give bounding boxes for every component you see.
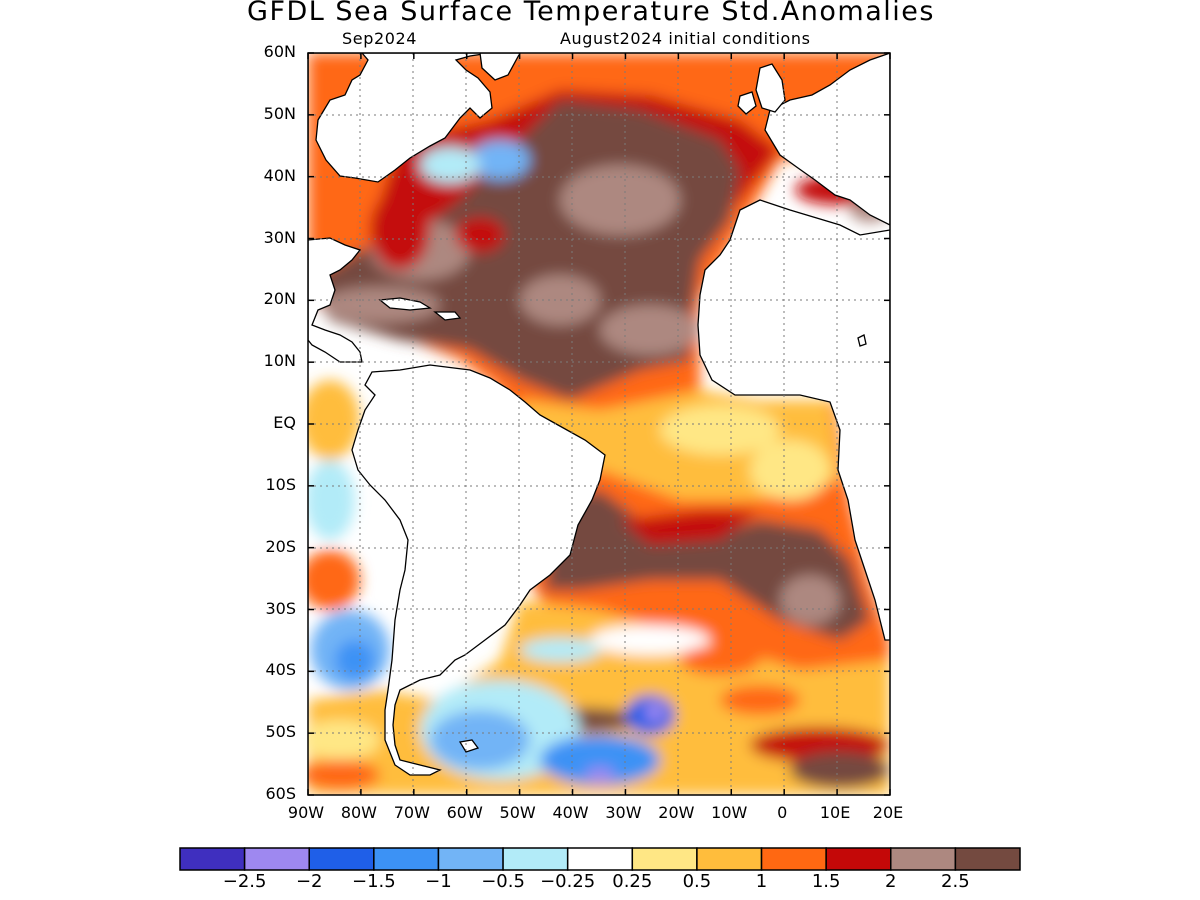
lat-label: 60N (263, 42, 296, 61)
colorbar-swatch (373, 847, 440, 871)
lon-label: 30W (605, 803, 642, 822)
colorbar-swatch (308, 847, 375, 871)
colorbar-swatch (243, 847, 310, 871)
lat-label: 20S (265, 536, 296, 556)
lat-label: 20N (263, 289, 296, 309)
colorbar-label: 0.25 (612, 871, 653, 892)
colorbar (179, 847, 1021, 871)
colorbar-label: 0.5 (682, 871, 712, 892)
colorbar-swatch (502, 847, 569, 871)
colorbar-label: −0.25 (540, 871, 596, 892)
lon-label: 20W (658, 803, 695, 822)
lon-label: 90W (287, 803, 325, 822)
colorbar-label: 1.5 (811, 871, 841, 892)
lat-label: 10N (263, 351, 296, 371)
colorbar-label: 2 (885, 871, 897, 892)
colorbar-swatch (825, 847, 892, 871)
lon-label: 80W (340, 803, 377, 822)
lat-label: EQ (273, 413, 296, 432)
lon-label: 10E (819, 803, 851, 822)
lon-label: 50W (499, 803, 536, 822)
colorbar-label: 1 (755, 871, 768, 892)
lat-label: 10S (265, 474, 296, 494)
lon-label: 40W (552, 803, 589, 822)
axis-ticks (307, 52, 891, 796)
land-masses (308, 53, 890, 776)
lat-label: 40N (263, 165, 296, 185)
colorbar-swatch (179, 847, 246, 871)
map-title: GFDL Sea Surface Temperature Std.Anomali… (247, 0, 935, 27)
colorbar-swatch (437, 847, 504, 871)
colorbar-swatch (696, 847, 763, 871)
graticule (308, 53, 890, 795)
lat-label: 30N (263, 227, 296, 247)
lat-label: 60S (265, 784, 296, 803)
colorbar-swatch (760, 847, 827, 871)
colorbar-swatch (631, 847, 698, 871)
colorbar-swatch (954, 847, 1021, 871)
lat-label: 40S (265, 660, 296, 680)
initial-conditions-label: August2024 initial conditions (560, 29, 811, 48)
lat-label: 50N (263, 103, 296, 123)
lon-label: 0 (777, 803, 788, 822)
anomaly-field (308, 53, 890, 795)
colorbar-label: −2 (295, 871, 323, 892)
forecast-month-label: Sep2024 (342, 29, 418, 48)
lat-label: 50S (265, 722, 296, 742)
lon-label: 70W (393, 803, 430, 822)
colorbar-label: −1 (425, 871, 452, 892)
lon-label: 20E (872, 803, 904, 822)
colorbar-swatch (890, 847, 957, 871)
colorbar-label: −0.5 (481, 871, 525, 892)
colorbar-label: −2.5 (222, 871, 267, 892)
lon-label: 10W (711, 803, 748, 822)
lon-label: 60W (446, 803, 483, 822)
colorbar-label: −1.5 (351, 871, 396, 892)
colorbar-label: 2.5 (941, 871, 970, 892)
lat-label: 30S (265, 598, 296, 618)
colorbar-swatch (566, 847, 634, 871)
